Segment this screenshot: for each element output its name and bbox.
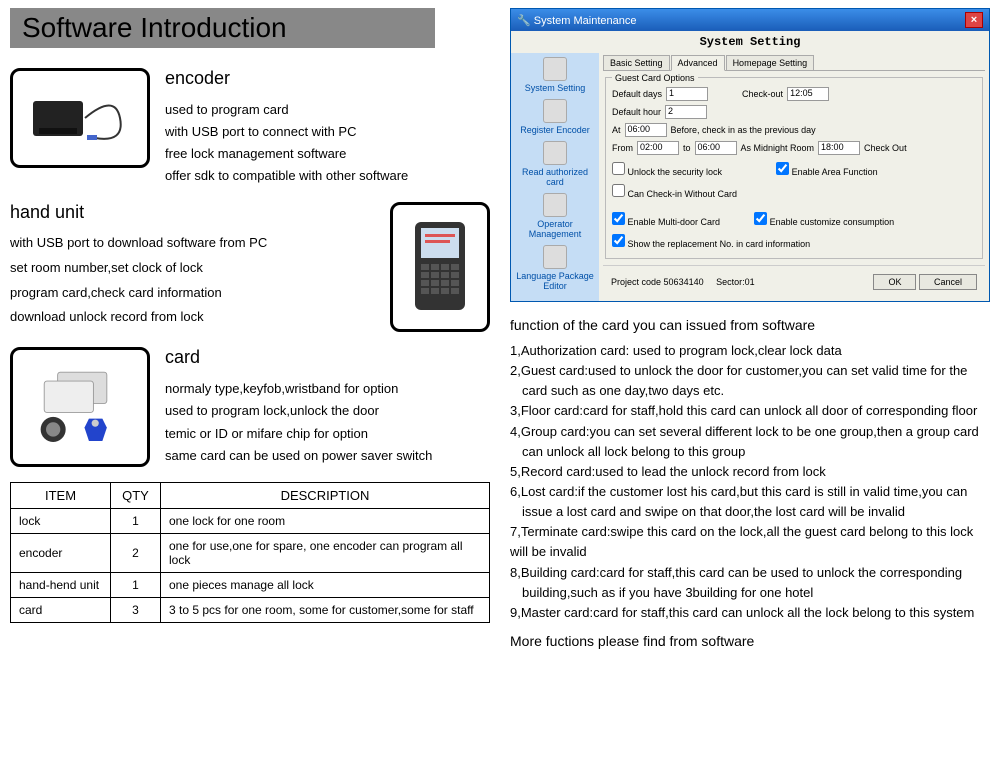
card-line: same card can be used on power saver swi…	[165, 445, 432, 467]
cancel-button[interactable]: Cancel	[919, 274, 977, 290]
card-heading: card	[165, 347, 432, 368]
encoder-section: encoder used to program card with USB po…	[10, 68, 490, 187]
functions-title: function of the card you can issued from…	[510, 317, 990, 333]
table-row: encoder2one for use,one for spare, one e…	[11, 534, 490, 573]
cb-replace[interactable]: Show the replacement No. in card informa…	[612, 239, 810, 249]
card-line: normaly type,keyfob,wristband for option	[165, 378, 432, 400]
encoder-line: with USB port to connect with PC	[165, 121, 408, 143]
item-table: ITEM QTY DESCRIPTION lock1one lock for o…	[10, 482, 490, 623]
handunit-line: program card,check card information	[10, 281, 375, 306]
card-line: temic or ID or mifare chip for option	[165, 423, 432, 445]
dialog-subtitle: System Setting	[511, 31, 989, 53]
cb-custom[interactable]: Enable customize consumption	[754, 212, 894, 227]
card-image	[10, 347, 150, 467]
cb-multi[interactable]: Enable Multi-door Card	[612, 212, 720, 227]
sidebar-item[interactable]: Operator Management	[513, 193, 597, 239]
midnight-input[interactable]: 18:00	[818, 141, 860, 155]
dialog-sidebar: System Setting Register Encoder Read aut…	[511, 53, 599, 301]
table-row: lock1one lock for one room	[11, 509, 490, 534]
encoder-line: used to program card	[165, 99, 408, 121]
close-icon[interactable]: ×	[965, 12, 983, 28]
default-days-input[interactable]: 1	[666, 87, 708, 101]
encoder-heading: encoder	[165, 68, 408, 89]
sidebar-item[interactable]: System Setting	[513, 57, 597, 93]
card-section: card normaly type,keyfob,wristband for o…	[10, 347, 490, 467]
handunit-section: hand unit with USB port to download soft…	[10, 202, 490, 332]
table-row: card33 to 5 pcs for one room, some for c…	[11, 598, 490, 623]
encoder-image	[10, 68, 150, 168]
handunit-image	[390, 202, 490, 332]
cb-checkin[interactable]: Can Check-in Without Card	[612, 189, 737, 199]
checkout-input[interactable]: 12:05	[787, 87, 829, 101]
encoder-line: free lock management software	[165, 143, 408, 165]
page-title: Software Introduction	[10, 8, 435, 48]
dialog-title: 🔧 System Maintenance	[517, 14, 636, 27]
at-input[interactable]: 06:00	[625, 123, 667, 137]
th-desc: DESCRIPTION	[161, 483, 490, 509]
tab-advanced[interactable]: Advanced	[671, 55, 725, 71]
fieldset-title: Guest Card Options	[612, 73, 698, 83]
system-dialog: 🔧 System Maintenance × System Setting Sy…	[510, 8, 990, 302]
ok-button[interactable]: OK	[873, 274, 916, 290]
encoder-line: offer sdk to compatible with other softw…	[165, 165, 408, 187]
more-functions: More fuctions please find from software	[510, 633, 990, 649]
card-line: used to program lock,unlock the door	[165, 400, 432, 422]
cb-unlock[interactable]: Unlock the security lock	[612, 162, 722, 177]
sidebar-item[interactable]: Register Encoder	[513, 99, 597, 135]
functions-list: 1,Authorization card: used to program lo…	[510, 341, 990, 623]
handunit-line: download unlock record from lock	[10, 305, 375, 330]
default-hour-input[interactable]: 2	[665, 105, 707, 119]
handunit-heading: hand unit	[10, 202, 375, 223]
from-input[interactable]: 02:00	[637, 141, 679, 155]
tab-homepage[interactable]: Homepage Setting	[726, 55, 815, 70]
tab-basic[interactable]: Basic Setting	[603, 55, 670, 70]
handunit-line: with USB port to download software from …	[10, 231, 375, 256]
to-input[interactable]: 06:00	[695, 141, 737, 155]
th-item: ITEM	[11, 483, 111, 509]
th-qty: QTY	[111, 483, 161, 509]
sidebar-item[interactable]: Read authorized card	[513, 141, 597, 187]
cb-area[interactable]: Enable Area Function	[776, 162, 878, 177]
sidebar-item[interactable]: Language Package Editor	[513, 245, 597, 291]
handunit-line: set room number,set clock of lock	[10, 256, 375, 281]
table-row: hand-hend unit1one pieces manage all loc…	[11, 573, 490, 598]
